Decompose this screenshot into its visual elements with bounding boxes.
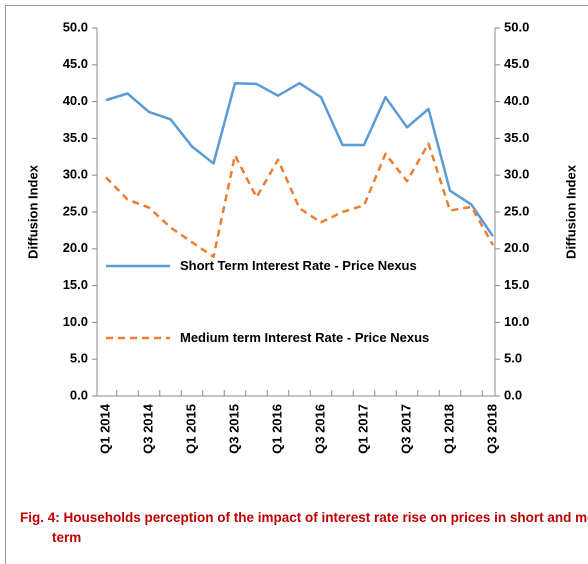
y-tick-label: 10.0 [63,314,88,329]
y-tick-label: 40.0 [63,93,88,108]
x-tick-label: Q3 2018 [484,404,499,454]
series-line [105,81,495,237]
x-tick-label: Q1 2017 [355,404,370,454]
x-tick-label: Q3 2015 [226,404,241,454]
y-tick-label: 45.0 [63,56,88,71]
y-tick-label: 25.0 [63,203,88,218]
y-tick-label: 30.0 [63,167,88,182]
y2-tick-label: 10.0 [504,314,529,329]
chart-frame [5,5,588,564]
x-tick-label: Q3 2017 [398,404,413,454]
y-tick-label: 15.0 [63,277,88,292]
y-tick-label: 35.0 [63,130,88,145]
x-tick-label: Q1 2014 [97,403,112,454]
y-axis-label: Diffusion Index [25,164,40,259]
y2-tick-label: 5.0 [504,351,522,366]
series-line [105,142,495,259]
x-tick-label: Q1 2015 [183,404,198,454]
x-tick-label: Q1 2018 [441,404,456,454]
x-tick-label: Q1 2016 [269,404,284,454]
y-tick-label: 50.0 [63,19,88,34]
y2-tick-label: 30.0 [504,167,529,182]
y2-tick-label: 50.0 [504,19,529,34]
x-tick-label: Q3 2016 [312,404,327,454]
y-tick-label: 0.0 [70,387,88,402]
y2-axis-label: Diffusion Index [563,164,578,259]
y2-tick-label: 0.0 [504,387,522,402]
y-tick-label: 5.0 [70,351,88,366]
y2-tick-label: 45.0 [504,56,529,71]
y2-tick-label: 25.0 [504,203,529,218]
caption: Fig. 4: Households perception of the imp… [20,510,588,545]
y2-tick-label: 40.0 [504,93,529,108]
legend-label: Short Term Interest Rate - Price Nexus [180,258,417,273]
y-tick-label: 20.0 [63,240,88,255]
legend-label: Medium term Interest Rate - Price Nexus [180,330,430,345]
y2-tick-label: 20.0 [504,240,529,255]
x-tick-label: Q3 2014 [140,403,155,454]
y2-tick-label: 15.0 [504,277,529,292]
y2-tick-label: 35.0 [504,130,529,145]
